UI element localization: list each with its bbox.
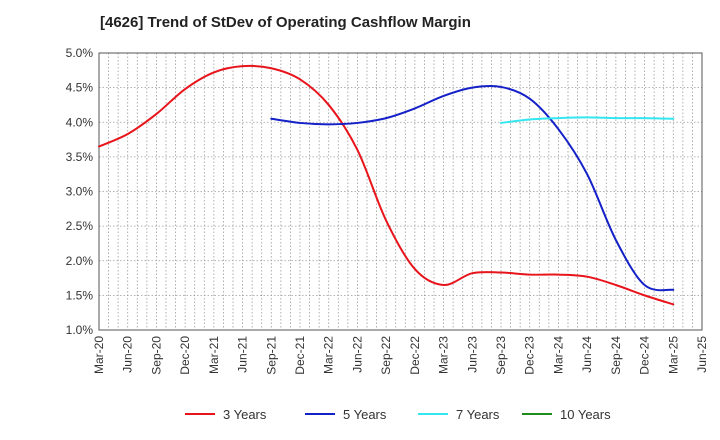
y-tick-label: 3.5% xyxy=(66,150,94,164)
y-tick-label: 4.5% xyxy=(66,81,94,95)
y-tick-label: 4.0% xyxy=(66,115,94,129)
series-line-3-years xyxy=(98,64,675,306)
x-tick-label: Jun-24 xyxy=(580,336,594,373)
legend-label-7-years: 7 Years xyxy=(456,407,500,422)
y-tick-label: 2.0% xyxy=(66,254,94,268)
x-tick-label: Jun-22 xyxy=(350,336,364,373)
x-tick-label: Dec-20 xyxy=(178,336,192,375)
x-tick-label: Jun-23 xyxy=(465,336,479,373)
x-tick-label: Jun-20 xyxy=(121,336,135,373)
plot-border xyxy=(98,52,703,331)
y-tick-label: 1.5% xyxy=(66,288,94,302)
chart-title: [4626] Trend of StDev of Operating Cashf… xyxy=(100,14,471,31)
y-tick-label: 5.0% xyxy=(66,46,94,60)
y-tick-label: 1.0% xyxy=(66,323,94,337)
y-tick-label: 3.0% xyxy=(66,185,94,199)
x-tick-label: Sep-23 xyxy=(494,336,508,375)
x-tick-label: Sep-22 xyxy=(379,336,393,375)
x-tick-label: Mar-24 xyxy=(551,336,565,374)
x-tick-label: Mar-23 xyxy=(437,336,451,374)
x-tick-label: Dec-23 xyxy=(523,336,537,375)
x-tick-label: Mar-25 xyxy=(666,336,680,374)
x-tick-label: Dec-21 xyxy=(293,336,307,375)
x-tick-label: Jun-21 xyxy=(236,336,250,373)
x-tick-label: Mar-22 xyxy=(322,336,336,374)
x-tick-label: Mar-21 xyxy=(207,336,221,374)
x-tick-label: Jun-25 xyxy=(695,336,709,373)
x-tick-label: Mar-20 xyxy=(92,336,106,374)
legend-label-3-years: 3 Years xyxy=(223,407,267,422)
y-tick-label: 2.5% xyxy=(66,219,94,233)
x-tick-label: Dec-22 xyxy=(408,336,422,375)
legend-label-5-years: 5 Years xyxy=(343,407,387,422)
series-line-7-years xyxy=(500,116,675,124)
series-line-5-years xyxy=(270,84,675,292)
x-tick-label: Sep-24 xyxy=(609,336,623,375)
x-tick-label: Sep-20 xyxy=(149,336,163,375)
x-tick-label: Sep-21 xyxy=(264,336,278,375)
legend-label-10-years: 10 Years xyxy=(560,407,611,422)
x-tick-label: Dec-24 xyxy=(638,336,652,375)
